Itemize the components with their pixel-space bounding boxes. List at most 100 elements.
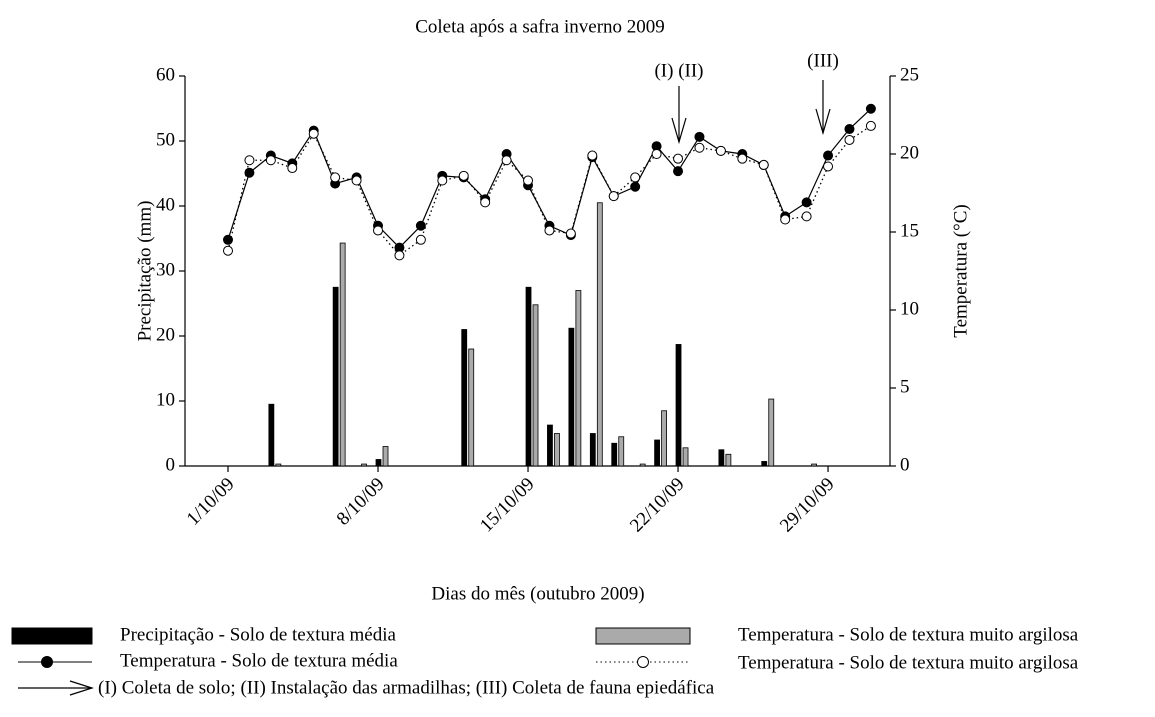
- y-tick-label: 50: [156, 129, 175, 150]
- legend-swatch: [11, 627, 93, 645]
- point: [694, 142, 705, 153]
- point: [223, 234, 233, 245]
- bar: [596, 202, 603, 467]
- arrow-head: [815, 108, 831, 136]
- bar: [339, 242, 346, 467]
- legend-marker: [41, 656, 53, 668]
- point: [673, 166, 684, 177]
- point: [630, 172, 641, 183]
- point: [287, 163, 298, 174]
- point: [244, 155, 255, 166]
- bar: [332, 286, 339, 467]
- legend-marker: [637, 656, 649, 668]
- bar: [461, 329, 468, 467]
- bar: [618, 436, 625, 467]
- point: [608, 191, 619, 202]
- point: [865, 103, 876, 114]
- x-axis-label: Dias do mês (outubro 2009): [431, 583, 644, 604]
- y-tick-label: 10: [156, 389, 175, 410]
- point: [844, 134, 855, 145]
- y-tick-label: 60: [156, 64, 175, 85]
- y2-tick-label: 15: [900, 220, 919, 241]
- chart-title: Coleta após a safra inverno 2009: [415, 16, 665, 37]
- point: [844, 124, 855, 135]
- y-tick-label: 20: [156, 324, 175, 345]
- point: [437, 175, 448, 186]
- bar: [547, 424, 553, 467]
- bar: [661, 410, 667, 467]
- y-tick-label: 30: [156, 259, 175, 280]
- x-tick-label: 8/10/09: [333, 474, 389, 530]
- legend-label: Temperatura - Solo de textura muito argi…: [738, 652, 1079, 673]
- bar: [568, 327, 575, 467]
- point: [373, 225, 384, 236]
- point: [715, 145, 726, 156]
- bar: [532, 304, 539, 467]
- point: [415, 220, 426, 231]
- point: [480, 197, 491, 208]
- legend-label: Precipitação - Solo de textura média: [120, 624, 396, 645]
- x-tick-label: 15/10/09: [476, 474, 539, 537]
- bar: [718, 449, 725, 467]
- bar: [589, 433, 596, 467]
- x-tick-label: 1/10/09: [183, 474, 239, 530]
- y2-tick-label: 25: [900, 64, 919, 85]
- bar: [361, 463, 367, 467]
- point: [673, 153, 684, 164]
- point: [415, 234, 426, 245]
- point: [394, 250, 405, 261]
- bar: [554, 433, 560, 467]
- point: [544, 225, 555, 236]
- bar: [768, 398, 775, 467]
- bar: [675, 344, 682, 467]
- x-tick-label: 22/10/09: [626, 474, 689, 537]
- point: [351, 175, 362, 186]
- point: [823, 161, 834, 172]
- y2-tick-label: 0: [900, 454, 910, 475]
- point: [651, 149, 662, 159]
- y2-axis-label: Temperatura (°C): [950, 204, 971, 337]
- bar: [575, 290, 582, 467]
- point: [523, 175, 534, 186]
- bar: [682, 447, 689, 467]
- point: [780, 214, 791, 225]
- point: [330, 172, 341, 183]
- point: [758, 159, 769, 170]
- point: [308, 128, 319, 139]
- bar: [654, 439, 660, 467]
- legend-label: Temperatura - Solo de textura média: [120, 650, 398, 671]
- point: [565, 228, 576, 239]
- bar: [468, 348, 475, 467]
- bar: [639, 463, 646, 467]
- point: [458, 170, 469, 181]
- point: [587, 150, 598, 161]
- y2-tick-label: 20: [900, 142, 919, 163]
- legend-arrow-head: [69, 680, 94, 696]
- y2-tick-label: 5: [900, 376, 910, 397]
- point: [265, 155, 276, 166]
- bar: [725, 453, 732, 467]
- arrow-head: [671, 117, 687, 145]
- bar: [525, 286, 532, 467]
- y-tick-label: 40: [156, 194, 175, 215]
- point: [865, 120, 876, 131]
- point: [801, 211, 812, 222]
- point: [501, 155, 512, 166]
- x-tick-label: 29/10/09: [776, 474, 839, 537]
- point: [630, 181, 641, 192]
- bar: [811, 463, 818, 467]
- point: [223, 245, 233, 256]
- bar: [611, 442, 618, 467]
- y-axis-label: Precipitação (mm): [134, 201, 155, 342]
- bar: [268, 403, 275, 467]
- bar: [761, 461, 768, 467]
- annotation: (I) (II): [654, 60, 703, 81]
- legend-label: Temperatura - Solo de textura muito argi…: [738, 624, 1079, 645]
- point: [737, 153, 748, 164]
- point: [244, 167, 255, 178]
- point: [823, 150, 834, 161]
- point: [801, 197, 812, 208]
- y2-tick-label: 10: [900, 298, 919, 319]
